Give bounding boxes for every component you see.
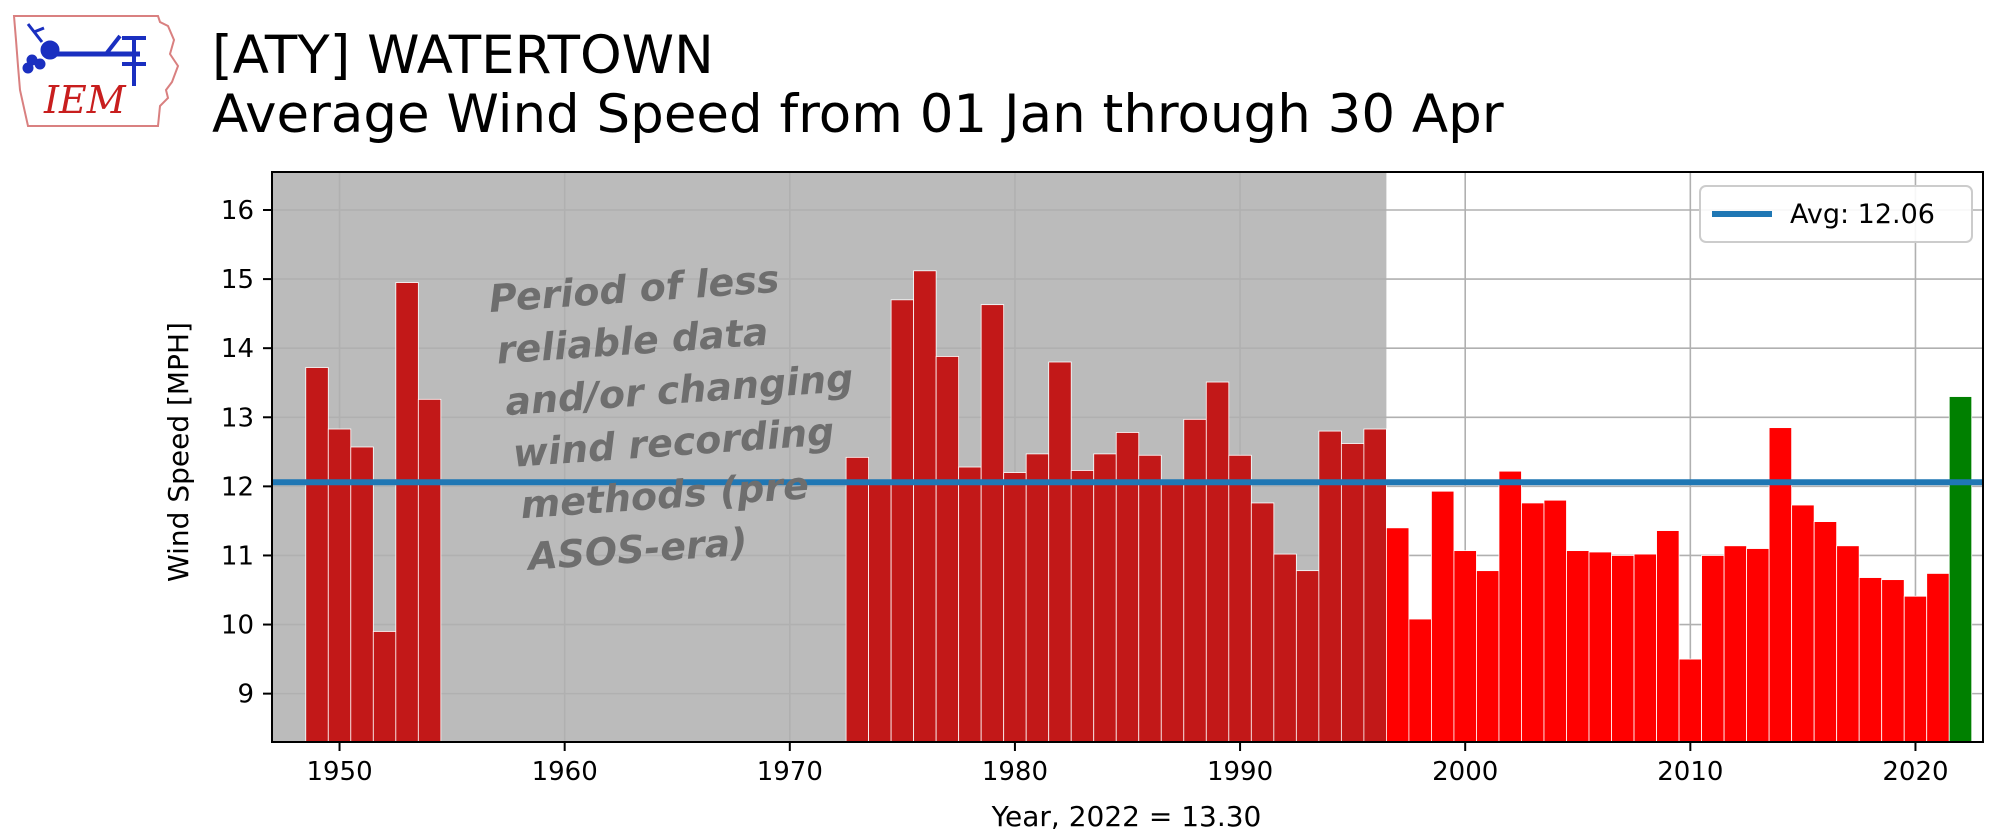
bar-2003: [1521, 502, 1545, 743]
bar-2006: [1588, 551, 1612, 743]
x-tick-label: 1970: [757, 757, 823, 787]
bar-2009: [1656, 530, 1680, 743]
bar-1993: [1295, 570, 1320, 743]
x-tick-label: 2000: [1432, 757, 1498, 787]
bar-1994: [1318, 430, 1342, 743]
bar-2010: [1678, 658, 1702, 743]
bar-1979: [980, 304, 1005, 743]
bar-1990: [1228, 454, 1252, 743]
bar-2021: [1926, 573, 1950, 743]
bar-1949: [305, 367, 329, 743]
iem-logo: IEM: [12, 15, 180, 127]
x-tick-label: 1990: [1207, 757, 1273, 787]
bar-1953: [395, 282, 419, 743]
bar-2002: [1498, 470, 1522, 743]
bar-2011: [1701, 555, 1725, 743]
bar-2008: [1633, 553, 1657, 743]
bar-1989: [1205, 381, 1230, 743]
y-tick-label: 13: [221, 403, 254, 433]
bar-1996: [1363, 428, 1387, 743]
logo-text: IEM: [43, 78, 127, 122]
bar-2019: [1881, 579, 1905, 743]
y-axis-label: Wind Speed [MPH]: [162, 322, 195, 582]
y-tick-label: 15: [221, 265, 254, 295]
bar-2016: [1813, 521, 1838, 743]
legend-label: Avg: 12.06: [1790, 199, 1935, 230]
chart-title-station: [ATY] WATERTOWN: [212, 25, 714, 86]
legend-layer: Avg: 12.06: [1699, 185, 1973, 243]
x-tick-label: 2020: [1882, 757, 1948, 787]
bar-2014: [1768, 427, 1793, 743]
bar-1981: [1025, 453, 1050, 743]
bar-2018: [1858, 577, 1883, 743]
bar-1976: [913, 270, 937, 743]
bar-1997: [1386, 527, 1410, 743]
bar-1973: [845, 456, 869, 743]
bar-1977: [935, 356, 960, 743]
bar-1954: [417, 398, 442, 743]
bar-1992: [1273, 553, 1297, 743]
y-tick-label: 12: [221, 472, 254, 502]
y-tick-label: 11: [221, 541, 254, 571]
bar-2013: [1746, 548, 1770, 743]
x-tick-label: 1950: [306, 757, 372, 787]
bar-1998: [1408, 618, 1432, 743]
bar-2007: [1611, 555, 1635, 743]
bar-1991: [1250, 502, 1275, 743]
y-tick-label: 14: [221, 334, 254, 364]
x-tick-label: 2010: [1657, 757, 1723, 787]
bar-2020: [1903, 595, 1928, 743]
bar-1950: [327, 428, 352, 743]
y-tick-label: 16: [221, 196, 254, 226]
bar-1980: [1003, 472, 1027, 743]
y-tick-label: 10: [221, 611, 254, 641]
bar-1988: [1183, 418, 1207, 743]
y-tick-label: 9: [237, 680, 254, 710]
period-annotation: Period of lessreliable dataand/or changi…: [488, 252, 866, 580]
bar-1982: [1048, 361, 1072, 743]
bar-1984: [1093, 453, 1117, 743]
bar-2000: [1453, 550, 1477, 743]
x-tick-label: 1960: [532, 757, 598, 787]
plot-frame: [271, 171, 1984, 743]
bar-2022: [1948, 396, 1973, 743]
legend-box: [1699, 185, 1973, 243]
chart-title-description: Average Wind Speed from 01 Jan through 3…: [212, 84, 1504, 145]
bar-2017: [1836, 545, 1860, 743]
x-tick-label: 1980: [982, 757, 1048, 787]
x-axis-label: Year, 2022 = 13.30: [991, 800, 1262, 833]
bar-2012: [1723, 545, 1748, 743]
bar-1975: [890, 299, 915, 743]
annotation-layer: Period of lessreliable dataand/or changi…: [488, 252, 866, 580]
bar-1985: [1115, 432, 1140, 743]
bar-2015: [1791, 504, 1815, 743]
wind-instrument-icon: [22, 23, 146, 86]
axis-layer: 1950 1960 1970 1980 1990 2000 2010 2020 9 10 11 12 1…: [162, 171, 1984, 833]
bar-1951: [350, 446, 374, 743]
bar-1952: [372, 631, 397, 743]
iowa-outline-icon: [12, 15, 180, 127]
bar-1983: [1070, 470, 1095, 743]
bar-2005: [1566, 550, 1590, 743]
bar-2001: [1476, 570, 1500, 743]
bar-1978: [958, 466, 982, 743]
bar-1986: [1138, 454, 1162, 743]
bar-1974: [868, 482, 892, 743]
bar-2004: [1543, 499, 1567, 743]
bar-1999: [1431, 490, 1455, 743]
bar-1987: [1160, 480, 1185, 743]
bar-1995: [1340, 443, 1365, 743]
legend: Avg: 12.06: [1699, 185, 1973, 243]
